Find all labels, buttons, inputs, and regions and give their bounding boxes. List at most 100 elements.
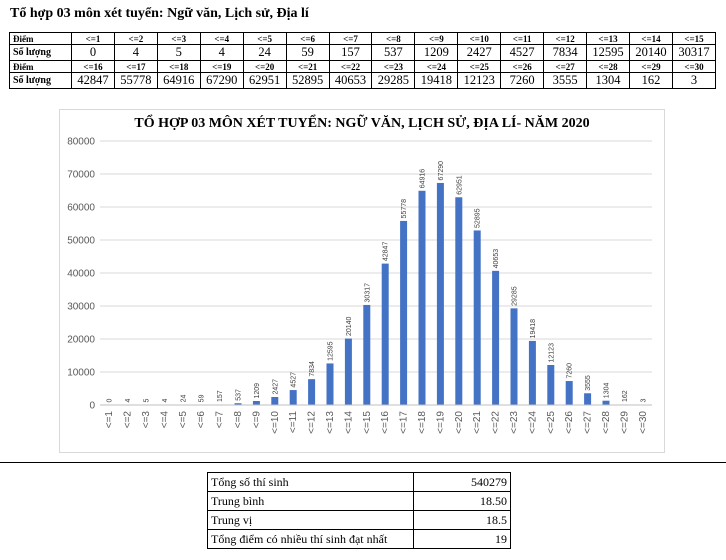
- data-label: 4: [125, 398, 132, 402]
- data-label: 3: [640, 398, 647, 402]
- row-label-score: Điểm: [9, 32, 72, 45]
- data-label: 24: [180, 395, 187, 403]
- bar: [602, 400, 610, 405]
- count-cell: 24: [242, 44, 287, 61]
- x-tick-label: <=14: [343, 411, 354, 434]
- count-cell: 4: [113, 44, 158, 61]
- x-tick-label: <=30: [638, 411, 649, 434]
- count-cell: 52895: [285, 72, 330, 89]
- x-tick-label: <=24: [527, 411, 538, 434]
- data-label: 42847: [383, 242, 390, 262]
- count-cell: 42847: [71, 72, 115, 89]
- count-cell: 59: [285, 44, 330, 61]
- summary-row: Trung vị 18.5: [207, 510, 511, 530]
- score-cell: <=16: [71, 60, 115, 73]
- count-cell: 5: [156, 44, 201, 61]
- data-label: 4527: [291, 372, 298, 388]
- data-label: 7834: [309, 361, 316, 377]
- score-cell: <=19: [199, 60, 244, 73]
- score-cell: <=11: [500, 32, 545, 45]
- x-tick-label: <=3: [141, 411, 152, 429]
- x-tick-label: <=18: [417, 411, 428, 434]
- x-tick-label: <=26: [564, 411, 575, 434]
- bar: [289, 390, 297, 405]
- summary-row: Tổng số thí sinh 540279: [207, 472, 511, 492]
- table-row-scores-1: Điểm <=1 <=2 <=3 <=4 <=5 <=6 <=7 <=8 <=9 <=10 <=11…: [9, 32, 717, 45]
- count-cell: 1209: [414, 44, 459, 61]
- score-cell: <=10: [457, 32, 502, 45]
- summary-value: 19: [413, 529, 511, 549]
- summary-row: Tổng điểm có nhiều thí sinh đạt nhất 19: [207, 529, 511, 549]
- count-cell: 7834: [543, 44, 588, 61]
- bar: [271, 396, 279, 405]
- x-tick-label: <=15: [362, 411, 373, 434]
- bar: [344, 338, 352, 405]
- count-cell: 3: [671, 72, 717, 89]
- bar: [381, 263, 389, 405]
- x-tick-label: <=7: [215, 411, 226, 429]
- score-cell: <=7: [328, 32, 373, 45]
- summary-label: Trung bình: [207, 491, 414, 511]
- count-cell: 1304: [586, 72, 630, 89]
- data-label: 12595: [328, 341, 335, 361]
- x-tick-label: <=4: [159, 411, 170, 429]
- x-tick-label: <=25: [546, 411, 557, 434]
- data-label: 5: [144, 398, 151, 402]
- x-tick-label: <=6: [196, 411, 207, 429]
- count-cell: 20140: [628, 44, 673, 61]
- summary-label: Trung vị: [207, 510, 414, 530]
- score-cell: <=27: [543, 60, 588, 73]
- count-cell: 4: [199, 44, 244, 61]
- x-tick-label: <=10: [270, 411, 281, 434]
- bar: [473, 230, 481, 405]
- chart-title: TỔ HỢP 03 MÔN XÉT TUYỂN: NGỮ VĂN, LỊCH S…: [134, 116, 590, 131]
- y-tick-label: 80000: [67, 137, 95, 148]
- data-label: 64916: [420, 169, 427, 189]
- score-cell: <=17: [113, 60, 158, 73]
- score-cell: <=2: [113, 32, 158, 45]
- summary-label: Tổng điểm có nhiều thí sinh đạt nhất: [207, 529, 414, 549]
- score-cell: <=25: [457, 60, 502, 73]
- data-label: 0: [107, 399, 114, 403]
- count-cell: 67290: [199, 72, 244, 89]
- x-tick-label: <=8: [233, 411, 244, 429]
- count-cell: 4527: [500, 44, 545, 61]
- score-cell: <=5: [242, 32, 287, 45]
- score-cell: <=28: [586, 60, 630, 73]
- score-cell: <=6: [285, 32, 330, 45]
- score-distribution-table: Điểm <=1 <=2 <=3 <=4 <=5 <=6 <=7 <=8 <=9 <=10 <=11…: [9, 32, 717, 89]
- score-cell: <=23: [371, 60, 416, 73]
- score-cell: <=30: [671, 60, 717, 73]
- bar: [326, 363, 334, 405]
- x-tick-label: <=23: [509, 411, 520, 434]
- x-tick-label: <=11: [288, 411, 299, 433]
- x-tick-label: <=17: [399, 411, 410, 434]
- count-cell: 12595: [586, 44, 630, 61]
- x-tick-label: <=21: [472, 411, 483, 434]
- count-cell: 64916: [156, 72, 201, 89]
- score-cell: <=14: [628, 32, 673, 45]
- x-tick-label: <=27: [583, 411, 594, 434]
- count-cell: 3555: [543, 72, 588, 89]
- x-tick-label: <=1: [104, 411, 115, 429]
- table-row-counts-2: Số lượng 42847 55778 64916 67290 62951 52895 4…: [9, 72, 717, 89]
- summary-value: 18.50: [413, 491, 511, 511]
- data-label: 30317: [364, 283, 371, 303]
- separator-line: [0, 462, 726, 463]
- y-tick-label: 60000: [67, 203, 95, 214]
- bar: [252, 401, 260, 405]
- score-cell: <=4: [199, 32, 244, 45]
- bar: [308, 379, 316, 405]
- y-tick-label: 40000: [67, 269, 95, 280]
- y-tick-label: 30000: [67, 302, 95, 313]
- x-tick-label: <=2: [123, 411, 134, 429]
- data-label: 1304: [604, 383, 611, 399]
- count-cell: 537: [371, 44, 416, 61]
- x-tick-label: <=19: [435, 411, 446, 434]
- data-label: 1209: [254, 383, 261, 399]
- count-cell: 12123: [457, 72, 502, 89]
- data-label: 12123: [548, 343, 555, 363]
- chart: 0 10000 20000 30000 40000 50000 60000 70000 8000…: [59, 109, 665, 453]
- y-tick-label: 50000: [67, 236, 95, 247]
- data-label: 162: [622, 390, 629, 402]
